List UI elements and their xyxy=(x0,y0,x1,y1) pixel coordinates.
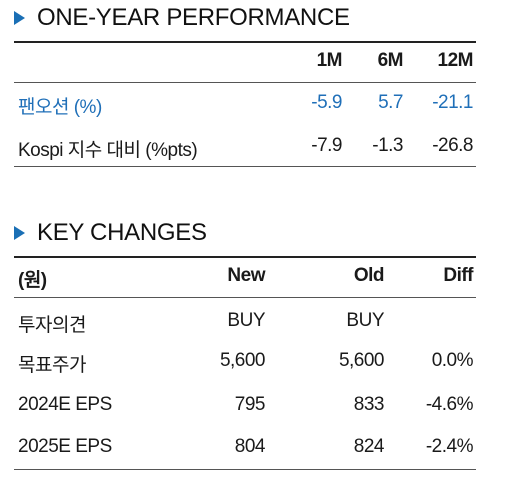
changes-cell-old: BUY xyxy=(346,310,384,331)
changes-header-row: (원) New Old Diff xyxy=(14,257,476,293)
changes-title: KEY CHANGES xyxy=(14,219,207,247)
changes-row: 투자의견 BUY BUY xyxy=(14,302,476,338)
changes-cell-new: 5,600 xyxy=(219,350,266,371)
changes-cell-old: 824 xyxy=(353,436,385,457)
perf-cell: -1.3 xyxy=(372,135,403,156)
changes-cell-old: 5,600 xyxy=(338,350,385,371)
perf-cell: -21.1 xyxy=(432,92,473,113)
changes-row-label: 2025E EPS xyxy=(18,436,112,457)
triangle-bullet-icon xyxy=(14,226,25,240)
changes-header-diff: Diff xyxy=(443,265,473,286)
changes-row: 목표주가 5,600 5,600 0.0% xyxy=(14,342,476,378)
perf-header-row: 1M 6M 12M xyxy=(14,42,476,78)
changes-row: 2025E EPS 804 824 -2.4% xyxy=(14,428,476,464)
perf-cell: -26.8 xyxy=(432,135,473,156)
changes-row-label: 목표주가 xyxy=(18,355,86,376)
changes-cell-new: BUY xyxy=(227,310,265,331)
changes-title-text: KEY CHANGES xyxy=(37,219,207,246)
changes-row-label: 투자의견 xyxy=(18,315,86,336)
perf-header-6m: 6M xyxy=(377,50,404,71)
perf-cell: -5.9 xyxy=(311,92,342,113)
perf-row-kospi: Kospi 지수 대비 (%pts) -7.9 -1.3 -26.8 xyxy=(14,127,476,163)
perf-header-12m: 12M xyxy=(437,50,474,71)
perf-title-text: ONE-YEAR PERFORMANCE xyxy=(37,4,350,31)
changes-header-rule xyxy=(14,297,476,298)
changes-header-unit: (원) xyxy=(18,270,47,291)
changes-cell-diff: -2.4% xyxy=(425,436,474,457)
perf-title: ONE-YEAR PERFORMANCE xyxy=(14,4,350,32)
perf-row-label: 팬오션 (%) xyxy=(18,97,102,118)
perf-row-company: 팬오션 (%) -5.9 5.7 -21.1 xyxy=(14,84,476,120)
perf-header-1m: 1M xyxy=(316,50,343,71)
perf-header-rule xyxy=(14,82,476,83)
changes-bottom-rule xyxy=(14,469,476,470)
changes-cell-new: 795 xyxy=(234,394,266,415)
changes-header-old: Old xyxy=(353,265,385,286)
changes-cell-diff: 0.0% xyxy=(431,350,474,371)
changes-header-new: New xyxy=(227,265,265,286)
changes-cell-new: 804 xyxy=(234,436,266,457)
triangle-bullet-icon xyxy=(14,11,25,25)
changes-cell-old: 833 xyxy=(353,394,385,415)
changes-row-label: 2024E EPS xyxy=(18,394,112,415)
changes-cell-diff: -4.6% xyxy=(425,394,474,415)
perf-cell: 5.7 xyxy=(378,92,403,113)
perf-top-rule xyxy=(14,41,476,43)
perf-bottom-rule xyxy=(14,166,476,167)
perf-cell: -7.9 xyxy=(311,135,342,156)
changes-row: 2024E EPS 795 833 -4.6% xyxy=(14,386,476,422)
perf-row-label: Kospi 지수 대비 (%pts) xyxy=(18,140,198,161)
changes-top-rule xyxy=(14,256,476,258)
